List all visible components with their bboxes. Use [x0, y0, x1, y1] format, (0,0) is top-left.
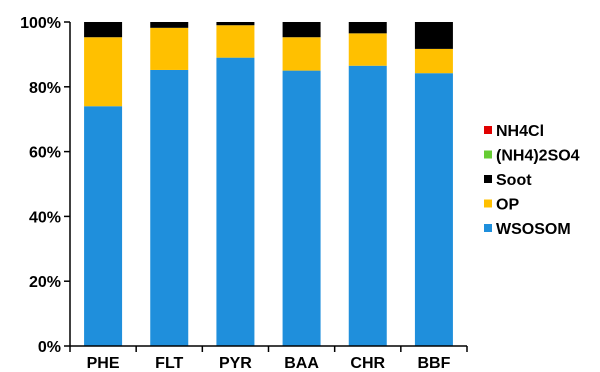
bar-segment-phe-op [84, 37, 123, 107]
y-tick-label: 0% [38, 339, 61, 356]
bar-segment-baa-soot [282, 22, 321, 38]
bar-segment-flt-wsosom [150, 69, 189, 346]
bar-segment-chr-wsosom [348, 65, 387, 347]
bar-segment-pyr-soot [216, 22, 255, 26]
bar-segment-flt-soot [150, 22, 189, 28]
y-tick-label: 100% [20, 15, 61, 32]
x-tick-label: FLT [155, 355, 183, 372]
bar-segment-bbf-wsosom [414, 73, 453, 346]
legend-label: WSOSOM [496, 221, 571, 238]
x-tick-label: BAA [284, 355, 319, 372]
legend-label: Soot [496, 172, 532, 189]
axes-layer [64, 21, 468, 352]
legend-label: (NH4)2SO4 [496, 148, 580, 165]
bar-segment-pyr-wsosom [216, 57, 255, 346]
y-tick-label: 40% [29, 209, 61, 226]
bar-segment-phe-wsosom [84, 106, 123, 347]
bar-segment-baa-op [282, 37, 321, 71]
legend-swatch-soot [484, 175, 492, 183]
bar-segment-pyr-op [216, 25, 255, 58]
x-tick-label: CHR [350, 355, 385, 372]
x-tick-label: PYR [219, 355, 252, 372]
y-tick-label: 60% [29, 145, 61, 162]
bars-layer [84, 22, 453, 347]
legend-swatch--nh4-2so4 [484, 150, 492, 159]
bar-segment-phe-soot [84, 22, 123, 38]
legend-label: NH4Cl [496, 123, 544, 140]
bar-segment-baa-wsosom [282, 70, 321, 346]
bar-segment-bbf-soot [414, 22, 453, 49]
x-tick-labels: PHE FLT PYR BAA CHR BBF [87, 355, 451, 372]
legend-label: OP [496, 197, 519, 214]
x-tick-label: BBF [417, 355, 450, 372]
legend-swatch-wsosom [484, 224, 492, 232]
bar-segment-chr-op [348, 33, 387, 66]
legend: NH4Cl (NH4)2SO4 Soot OP WSOSOM [484, 123, 580, 238]
legend-swatch-nh4cl [484, 126, 492, 134]
bar-segment-bbf-op [414, 48, 453, 74]
x-tick-label: PHE [87, 355, 120, 372]
legend-swatch-op [484, 199, 492, 208]
y-tick-label: 20% [29, 274, 61, 291]
bar-segment-flt-op [150, 27, 189, 70]
bar-segment-chr-soot [348, 22, 387, 34]
y-tick-labels: 0% 20% 40% 60% 80% 100% [20, 15, 61, 356]
y-tick-label: 80% [29, 80, 61, 97]
